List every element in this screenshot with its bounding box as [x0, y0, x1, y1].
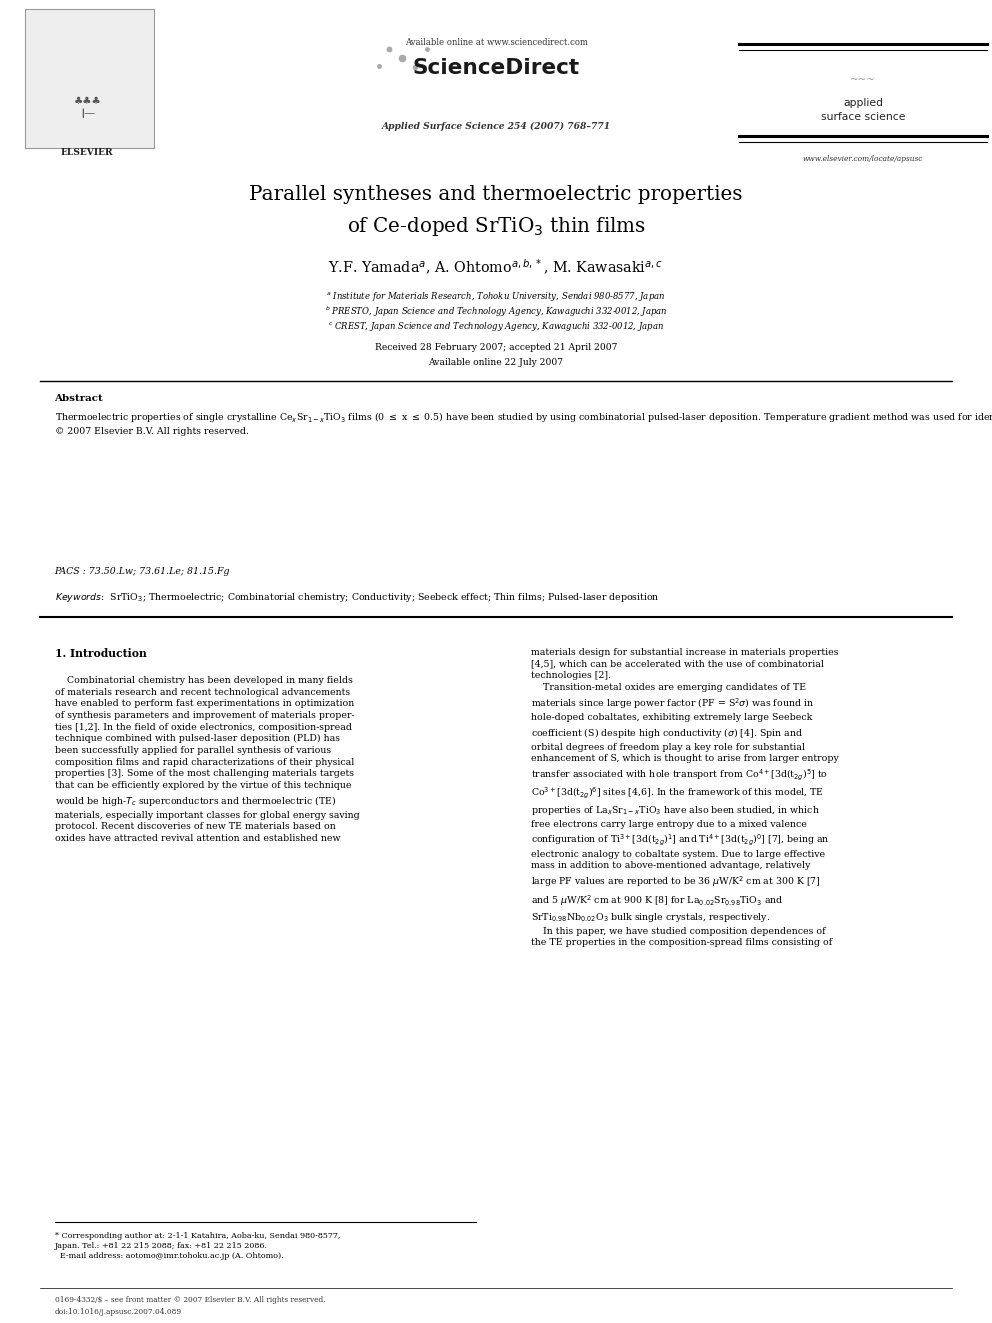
- Text: Abstract: Abstract: [55, 394, 103, 404]
- FancyBboxPatch shape: [25, 9, 154, 148]
- Text: Available online at www.sciencedirect.com: Available online at www.sciencedirect.co…: [405, 38, 587, 48]
- Text: Y.F. Yamada$^a$, A. Ohtomo$^{a,b,*}$, M. Kawasaki$^{a,c}$: Y.F. Yamada$^a$, A. Ohtomo$^{a,b,*}$, M.…: [328, 258, 664, 278]
- Text: ~~~: ~~~: [850, 75, 876, 85]
- Text: PACS : 73.50.Lw; 73.61.Le; 81.15.Fg: PACS : 73.50.Lw; 73.61.Le; 81.15.Fg: [55, 568, 230, 576]
- Text: Available online 22 July 2007: Available online 22 July 2007: [429, 359, 563, 366]
- Text: ┃──: ┃──: [80, 108, 94, 118]
- Text: of Ce-doped SrTiO$_3$ thin films: of Ce-doped SrTiO$_3$ thin films: [346, 216, 646, 238]
- Text: $^b$ PRESTO, Japan Science and Technology Agency, Kawaguchi 332-0012, Japan: $^b$ PRESTO, Japan Science and Technolog…: [324, 306, 668, 319]
- Text: Applied Surface Science 254 (2007) 768–771: Applied Surface Science 254 (2007) 768–7…: [382, 122, 610, 131]
- Text: 0169-4332/$ – see front matter © 2007 Elsevier B.V. All rights reserved.: 0169-4332/$ – see front matter © 2007 El…: [55, 1297, 325, 1304]
- Text: $^c$ CREST, Japan Science and Technology Agency, Kawaguchi 332-0012, Japan: $^c$ CREST, Japan Science and Technology…: [328, 320, 664, 333]
- Text: Combinatorial chemistry has been developed in many fields
of materials research : Combinatorial chemistry has been develop…: [55, 676, 359, 843]
- Text: materials design for substantial increase in materials properties
[4,5], which c: materials design for substantial increas…: [531, 648, 838, 947]
- Text: 1. Introduction: 1. Introduction: [55, 648, 146, 659]
- Text: ScienceDirect: ScienceDirect: [413, 58, 579, 78]
- Text: doi:10.1016/j.apsusc.2007.04.089: doi:10.1016/j.apsusc.2007.04.089: [55, 1308, 182, 1316]
- Text: Parallel syntheses and thermoelectric properties: Parallel syntheses and thermoelectric pr…: [249, 185, 743, 204]
- Text: $\it{Keywords}$:  SrTiO$_3$; Thermoelectric; Combinatorial chemistry; Conductivi: $\it{Keywords}$: SrTiO$_3$; Thermoelectr…: [55, 591, 660, 605]
- Text: ♣♣♣: ♣♣♣: [73, 97, 101, 106]
- Text: ELSEVIER: ELSEVIER: [61, 148, 114, 157]
- Text: * Corresponding author at: 2-1-1 Katahira, Aoba-ku, Sendai 980-8577,
Japan. Tel.: * Corresponding author at: 2-1-1 Katahir…: [55, 1232, 340, 1261]
- Text: $^a$ Institute for Materials Research, Tohoku University, Sendai 980-8577, Japan: $^a$ Institute for Materials Research, T…: [326, 290, 666, 303]
- Text: applied
surface science: applied surface science: [820, 98, 906, 122]
- Text: Thermoelectric properties of single crystalline Ce$_x$Sr$_{1-x}$TiO$_3$ films (0: Thermoelectric properties of single crys…: [55, 410, 992, 437]
- Text: www.elsevier.com/locate/apsusc: www.elsevier.com/locate/apsusc: [803, 155, 924, 163]
- Text: Received 28 February 2007; accepted 21 April 2007: Received 28 February 2007; accepted 21 A…: [375, 343, 617, 352]
